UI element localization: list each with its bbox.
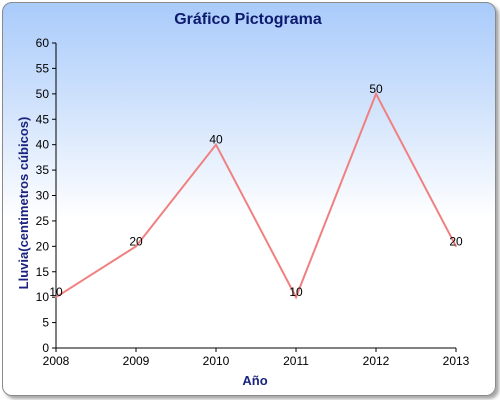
data-label: 10 <box>49 285 63 299</box>
data-point <box>295 296 297 298</box>
y-tick-label: 35 <box>36 163 50 177</box>
data-point <box>215 143 217 146</box>
y-tick-label: 0 <box>42 341 49 355</box>
x-tick-label: 2013 <box>443 354 470 368</box>
data-label: 20 <box>129 234 143 248</box>
y-tick-label: 30 <box>36 189 50 203</box>
chart-axes <box>55 43 456 349</box>
data-point <box>455 245 457 248</box>
y-tick-label: 50 <box>36 87 50 101</box>
data-label: 10 <box>289 285 303 299</box>
chart-data-labels: 10 20 40 10 50 20 <box>49 82 463 299</box>
y-tick-label: 45 <box>36 112 50 126</box>
chart-series <box>55 91 457 300</box>
data-label: 40 <box>209 133 223 147</box>
x-tick-label: 2009 <box>123 354 150 368</box>
line-chart: Gráfico Pictograma 0 5 10 15 20 25 30 35 40 45 50 5… <box>16 11 470 388</box>
y-tick-label: 20 <box>36 239 50 253</box>
data-point <box>375 93 377 95</box>
x-tick-label: 2010 <box>203 354 230 368</box>
series-line <box>55 91 457 300</box>
y-tick-label: 60 <box>36 36 50 50</box>
y-axis-title: Lluvia(centimetros cúbicos) <box>16 117 31 290</box>
y-tick-label: 10 <box>36 290 50 304</box>
y-tick-label: 55 <box>36 61 50 75</box>
data-label: 20 <box>449 234 463 248</box>
data-point <box>135 245 137 248</box>
data-point <box>55 296 57 298</box>
x-tick-label: 2012 <box>363 354 390 368</box>
y-tick-label: 15 <box>36 265 50 279</box>
x-tick-label: 2011 <box>283 354 309 368</box>
chart-frame: Gráfico Pictograma 0 5 10 15 20 25 30 35 40 45 50 5… <box>2 2 496 396</box>
chart-title: Gráfico Pictograma <box>174 11 322 28</box>
x-tick-label: 2008 <box>43 354 70 368</box>
y-tick-label: 5 <box>42 316 49 330</box>
y-tick-label: 40 <box>36 138 50 152</box>
y-tick-label: 25 <box>36 214 50 228</box>
x-axis-title: Año <box>242 373 267 388</box>
data-label: 50 <box>369 82 383 96</box>
